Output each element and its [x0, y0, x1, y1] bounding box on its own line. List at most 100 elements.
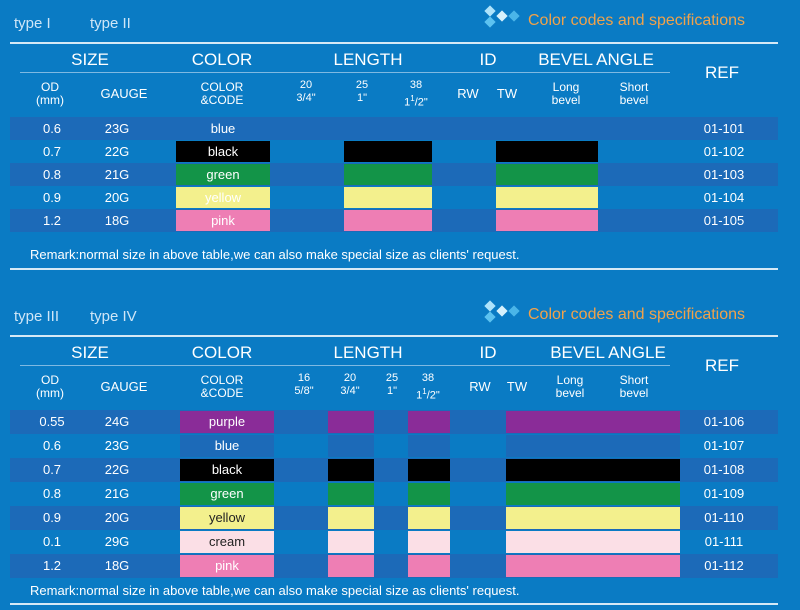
color-swatch: green [180, 483, 274, 505]
type-label: type II [90, 15, 131, 32]
sub-color-code: COLOR &CODE [200, 373, 244, 400]
header-ref: REF [705, 63, 739, 82]
cell-gauge: 20G [104, 510, 130, 525]
divider [10, 335, 778, 337]
color-bar [408, 459, 450, 481]
color-bar [328, 411, 374, 433]
cell-gauge: 23G [104, 121, 130, 136]
cell-ref: 01-104 [703, 190, 745, 205]
sub-tw: TW [506, 379, 528, 394]
cell-od: 1.2 [42, 213, 62, 228]
color-bar [408, 435, 450, 457]
color-bar [496, 164, 598, 185]
table-row: 0.55 24G purple 01-106 [10, 410, 778, 434]
sub-rw: RW [457, 86, 479, 101]
color-bar [344, 187, 432, 208]
sub-rw: RW [469, 379, 491, 394]
color-swatch: green [176, 164, 270, 185]
table-row: 0.9 20G yellow 01-104 [10, 186, 778, 209]
color-bar [344, 164, 432, 185]
color-bar [506, 459, 680, 481]
table-row: 0.1 29G cream 01-111 [10, 530, 778, 554]
header-size: SIZE [71, 343, 109, 362]
section-title: Color codes and specifications [528, 306, 746, 323]
sub-long-bevel: Long bevel [555, 373, 585, 400]
remark: Remark:normal size in above table,we can… [30, 247, 520, 262]
table-row: 1.2 18G pink 01-105 [10, 209, 778, 232]
sub-short-bevel: Short bevel [619, 373, 649, 400]
color-swatch: yellow [176, 187, 270, 208]
table-row: 0.8 21G green 01-109 [10, 482, 778, 506]
color-bar [344, 118, 432, 139]
cell-ref: 01-105 [703, 213, 745, 228]
sub-length-20: 20 3/4" [340, 372, 360, 397]
cell-ref: 01-110 [704, 510, 744, 525]
table-row: 0.7 22G black 01-102 [10, 140, 778, 163]
cell-gauge: 20G [104, 190, 130, 205]
cell-gauge: 22G [104, 144, 130, 159]
cell-od: 0.8 [42, 167, 62, 182]
cell-ref: 01-111 [704, 534, 744, 549]
sub-length-25: 25 1" [385, 372, 399, 397]
color-bar [328, 555, 374, 577]
color-swatch: yellow [180, 507, 274, 529]
table-row: 0.6 23G blue 01-101 [10, 117, 778, 140]
cell-ref: 01-102 [703, 144, 745, 159]
cell-gauge: 22G [104, 462, 130, 477]
color-bar [408, 507, 450, 529]
cell-od: 0.7 [42, 462, 62, 477]
cell-gauge: 24G [104, 414, 130, 429]
color-swatch: blue [176, 118, 270, 139]
color-bar [496, 118, 598, 139]
header-color: COLOR [191, 343, 253, 362]
color-bar [408, 531, 450, 553]
cell-od: 0.55 [39, 414, 65, 429]
color-bar [506, 435, 680, 457]
cell-ref: 01-106 [703, 414, 745, 429]
remark: Remark:normal size in above table,we can… [30, 583, 520, 598]
color-bar [328, 483, 374, 505]
cell-gauge: 23G [104, 438, 130, 453]
color-swatch: cream [180, 531, 274, 553]
header-length: LENGTH [333, 50, 403, 69]
color-bar [506, 411, 680, 433]
type-label: type III [14, 308, 60, 325]
cell-od: 0.1 [42, 534, 62, 549]
cell-gauge: 21G [104, 486, 130, 501]
section-title: Color codes and specifications [528, 12, 746, 29]
divider [10, 603, 778, 605]
color-bar [344, 210, 432, 231]
header-id: ID [479, 50, 497, 69]
color-bar [344, 141, 432, 162]
color-swatch: black [180, 459, 274, 481]
cell-ref: 01-101 [703, 121, 745, 136]
cell-gauge: 18G [104, 213, 130, 228]
color-bar [328, 435, 374, 457]
sub-gauge: GAUGE [100, 379, 148, 394]
header-size: SIZE [71, 50, 109, 69]
color-bar [496, 210, 598, 231]
header-divider [20, 72, 670, 73]
cell-gauge: 29G [104, 534, 130, 549]
cell-ref: 01-109 [703, 486, 745, 501]
sub-gauge: GAUGE [100, 86, 148, 101]
sub-length-20: 20 3/4" [296, 79, 316, 104]
color-bar [408, 483, 450, 505]
color-bar [408, 555, 450, 577]
color-bar [328, 507, 374, 529]
header-length: LENGTH [333, 343, 403, 362]
color-bar [506, 531, 680, 553]
cell-od: 1.2 [42, 558, 62, 573]
sub-length-16: 16 5/8" [294, 372, 314, 397]
color-bar [328, 459, 374, 481]
cell-ref: 01-103 [703, 167, 745, 182]
cell-gauge: 21G [104, 167, 130, 182]
cell-od: 0.9 [42, 510, 62, 525]
header-ref: REF [705, 356, 739, 375]
sub-od: OD (mm) [36, 80, 64, 107]
cell-od: 0.6 [42, 121, 62, 136]
type-label: type I [14, 15, 51, 32]
header-divider [20, 365, 670, 366]
color-bar [328, 531, 374, 553]
color-swatch: purple [180, 411, 274, 433]
